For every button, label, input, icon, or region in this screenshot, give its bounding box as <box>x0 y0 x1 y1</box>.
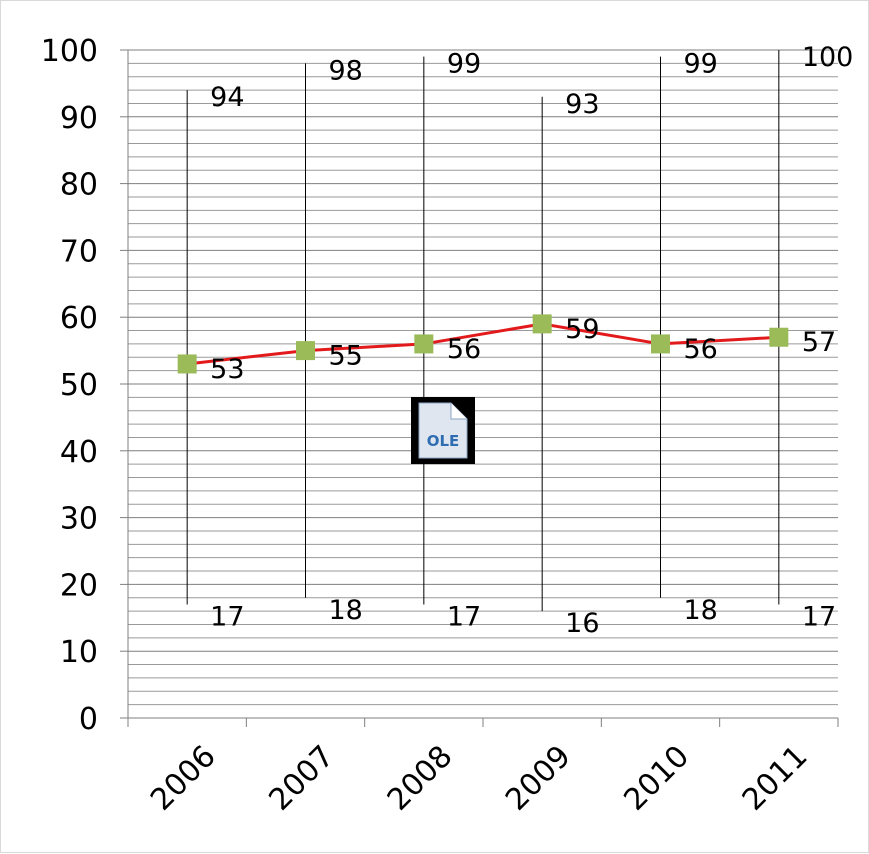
data-label-high: 93 <box>565 89 599 120</box>
y-tick-label: 40 <box>60 435 98 470</box>
data-point-marker <box>414 334 434 354</box>
data-point-marker <box>769 327 789 347</box>
high-low-lines <box>186 50 780 612</box>
data-label-high: 100 <box>802 42 854 73</box>
y-tick-label: 60 <box>60 301 98 336</box>
data-label-low: 16 <box>565 608 599 639</box>
y-tick-label: 90 <box>60 101 98 136</box>
data-label-low: 17 <box>447 601 481 632</box>
data-point-marker <box>651 334 670 354</box>
series-layer <box>177 314 789 374</box>
data-label-low: 17 <box>210 601 244 632</box>
data-label-low: 17 <box>802 601 836 632</box>
y-tick-label: 30 <box>60 502 98 537</box>
gridlines <box>128 49 838 706</box>
data-point-marker <box>177 354 197 374</box>
series-line <box>186 322 779 366</box>
y-tick-label: 20 <box>60 568 98 603</box>
data-point-marker <box>296 341 315 361</box>
data-label-high: 98 <box>329 55 363 86</box>
x-tick-label: 2009 <box>499 739 578 818</box>
data-label-value: 56 <box>447 334 481 365</box>
data-label-value: 59 <box>565 314 599 345</box>
data-label-value: 55 <box>329 341 363 372</box>
y-tick-label: 0 <box>79 702 98 737</box>
data-label-low: 18 <box>684 595 718 626</box>
ole-object-icon[interactable]: OLE <box>411 397 475 464</box>
data-label-value: 56 <box>684 334 718 365</box>
data-label-high: 99 <box>684 49 718 80</box>
y-tick-label: 10 <box>60 635 98 670</box>
x-tick-label: 2011 <box>736 739 815 818</box>
data-label-high: 99 <box>447 49 481 80</box>
data-label-value: 53 <box>210 354 244 385</box>
y-tick-label: 100 <box>41 34 98 69</box>
x-tick-label: 2007 <box>262 739 341 818</box>
data-label-low: 18 <box>329 595 363 626</box>
data-label-value: 57 <box>802 327 836 358</box>
x-tick-label: 2008 <box>381 739 460 818</box>
y-tick-label: 70 <box>60 234 98 269</box>
y-tick-label: 50 <box>60 368 98 403</box>
x-tick-label: 2010 <box>617 739 696 818</box>
data-label-high: 94 <box>210 82 244 113</box>
data-point-marker <box>532 314 552 334</box>
x-tick-label: 2006 <box>144 739 223 818</box>
data-labels: 94 53 17 98 55 18 99 56 17 93 59 16 99 56 18 100 57 17 <box>210 42 853 639</box>
svg-text:OLE: OLE <box>427 432 460 450</box>
y-tick-label: 80 <box>60 168 98 203</box>
